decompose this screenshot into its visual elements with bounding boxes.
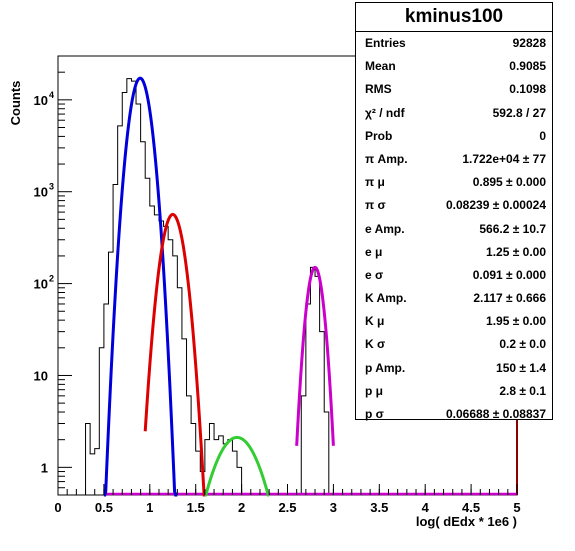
stats-row: e σ 0.091 ± 0.000: [356, 264, 552, 287]
y-tick-label: 10: [34, 93, 48, 108]
stats-value: 592.8 / 27: [492, 105, 546, 120]
y-tick-exponent: 3: [49, 182, 54, 192]
stats-key: Prob: [365, 128, 393, 143]
stats-value: 0.091 ± 0.000: [472, 267, 546, 282]
stats-key: K Amp.: [365, 291, 407, 306]
y-tick-label: 1: [41, 460, 48, 475]
stats-key: π μ: [365, 175, 385, 190]
stats-key: K μ: [365, 314, 385, 329]
stats-box: kminus100 Entries 92828 Mean 0.9085 RMS 0.109…: [355, 2, 553, 421]
stats-value: 1.95 ± 0.00: [486, 314, 546, 329]
stats-value: 2.8 ± 0.1: [499, 383, 546, 398]
stats-key: p μ: [365, 383, 384, 398]
stats-row: Entries 92828: [356, 32, 552, 55]
x-tick-label: 1.5: [187, 500, 205, 515]
fit-curve-pi: [103, 76, 178, 497]
stats-key: π Amp.: [365, 151, 408, 166]
stats-value: 0.08239 ± 0.00024: [445, 198, 546, 213]
stats-title: kminus100: [356, 3, 552, 32]
stats-value: 92828: [512, 36, 546, 50]
stats-key: K σ: [365, 337, 386, 352]
stats-row: RMS 0.1098: [356, 78, 552, 101]
stats-value: 150 ± 1.4: [496, 360, 546, 375]
x-tick-label: 0: [54, 500, 61, 515]
x-tick-label: 4.5: [462, 500, 480, 515]
stats-row: p σ 0.06688 ± 0.08837: [356, 403, 552, 426]
stats-key: e Amp.: [365, 221, 405, 236]
stats-key: π σ: [365, 198, 386, 213]
x-tick-label: 3: [330, 500, 337, 515]
fit-curve-e: [143, 212, 206, 497]
stats-key: p Amp.: [365, 360, 406, 375]
stats-key: Entries: [365, 36, 406, 50]
y-axis-label: Counts: [8, 81, 23, 126]
y-tick-label: 10: [34, 368, 48, 383]
stats-row: p μ 2.8 ± 0.1: [356, 380, 552, 403]
stats-row: Prob 0: [356, 125, 552, 148]
x-tick-label: 3.5: [370, 500, 388, 515]
stats-row: Mean 0.9085: [356, 55, 552, 78]
x-tick-label: 2: [238, 500, 245, 515]
stats-key: e μ: [365, 244, 383, 259]
stats-key: p σ: [365, 407, 384, 421]
stats-row: p Amp. 150 ± 1.4: [356, 357, 552, 380]
x-tick-label: 4: [422, 500, 430, 515]
stats-value: 0.9085: [509, 59, 546, 74]
x-tick-label: 1: [146, 500, 153, 515]
y-tick-label: 10: [34, 185, 48, 200]
stats-value: 0.06688 ± 0.08837: [445, 407, 546, 421]
stats-key: e σ: [365, 267, 384, 282]
stats-key: RMS: [365, 82, 392, 97]
stats-row: χ² / ndf 592.8 / 27: [356, 102, 552, 125]
stats-row: K Amp. 2.117 ± 0.666: [356, 287, 552, 310]
stats-value: 566.2 ± 10.7: [479, 221, 546, 236]
x-axis-label: log( dEdx * 1e6 ): [416, 514, 517, 529]
y-tick-label: 10: [34, 277, 48, 292]
x-tick-label: 2.5: [278, 500, 296, 515]
stats-row: e Amp. 566.2 ± 10.7: [356, 218, 552, 241]
y-tick-exponent: 2: [49, 274, 54, 284]
stats-value: 0.1098: [509, 82, 546, 97]
stats-value: 1.722e+04 ± 77: [462, 151, 546, 166]
stats-row: e μ 1.25 ± 0.00: [356, 241, 552, 264]
stats-row: π μ 0.895 ± 0.000: [356, 171, 552, 194]
x-tick-label: 5: [513, 500, 520, 515]
stats-value: 0.2 ± 0.0: [499, 337, 546, 352]
stats-row: K μ 1.95 ± 0.00: [356, 310, 552, 333]
stats-value: 1.25 ± 0.00: [486, 244, 546, 259]
stats-value: 2.117 ± 0.666: [473, 291, 546, 306]
stats-key: χ² / ndf: [365, 105, 405, 120]
fit-curve-p: [295, 265, 335, 446]
x-tick-label: 0.5: [95, 500, 113, 515]
stats-row: π σ 0.08239 ± 0.00024: [356, 194, 552, 217]
stats-row: K σ 0.2 ± 0.0: [356, 333, 552, 356]
stats-value: 0.895 ± 0.000: [472, 175, 546, 190]
y-tick-exponent: 4: [49, 90, 54, 100]
fit-curve-k: [204, 435, 270, 497]
stats-row: π Amp. 1.722e+04 ± 77: [356, 148, 552, 171]
stats-key: Mean: [365, 59, 396, 74]
stats-value: 0: [539, 128, 546, 143]
